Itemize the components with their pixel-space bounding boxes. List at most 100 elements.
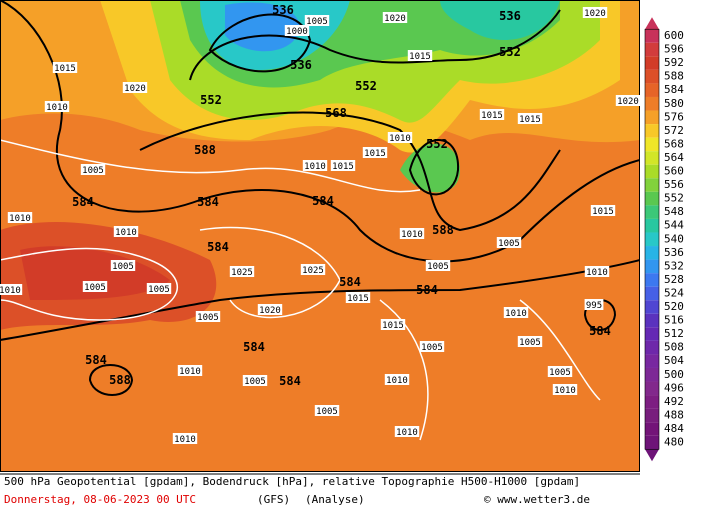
colorbar-swatch xyxy=(645,178,659,192)
geopotential-label: 584 xyxy=(207,240,229,254)
isobar-label-box xyxy=(382,12,408,23)
colorbar-label: 496 xyxy=(664,381,684,394)
map xyxy=(0,0,640,472)
isobar-label-box xyxy=(517,336,543,347)
colorbar-swatch xyxy=(645,124,659,138)
colorbar-swatch xyxy=(645,232,659,247)
colorbar-swatch xyxy=(645,205,659,219)
isobar-label-box xyxy=(113,226,139,237)
isobar-label: 1015 xyxy=(592,207,614,217)
isobar-label-box xyxy=(387,132,413,143)
isobar-label: 1010 xyxy=(179,367,201,377)
isobar-label-box xyxy=(80,164,106,175)
isobar-label: 1015 xyxy=(54,64,76,74)
colorbar-swatch xyxy=(645,435,659,450)
isobar-label: 1005 xyxy=(197,313,219,323)
colorbar-label: 488 xyxy=(664,408,684,421)
isobar-label: 1000 xyxy=(286,27,308,37)
isobar-label: 1010 xyxy=(389,134,411,144)
colorbar-swatch xyxy=(645,286,659,301)
geopotential-label: 584 xyxy=(243,340,265,354)
geopotential-label: 584 xyxy=(339,275,361,289)
geopotential-label: 584 xyxy=(416,283,438,297)
geopotential-label: 588 xyxy=(109,373,131,387)
isobar-label: 1010 xyxy=(586,268,608,278)
colorbar-swatch xyxy=(645,273,659,287)
colorbar-label: 516 xyxy=(664,314,684,327)
isobar-label-box xyxy=(419,341,445,352)
isobar-label: 1015 xyxy=(382,321,404,331)
isobar-label: 1005 xyxy=(427,262,449,272)
geopotential-label: 552 xyxy=(499,45,521,59)
colorbar-label: 560 xyxy=(664,165,684,178)
isobar-label-box xyxy=(314,405,340,416)
isobar-label-box xyxy=(590,205,616,216)
isobar-label: 1010 xyxy=(304,162,326,172)
colorbar-label: 576 xyxy=(664,110,684,123)
isobar-label-box xyxy=(345,292,371,303)
geopotential-label: 584 xyxy=(589,324,611,338)
colorbar-swatch xyxy=(645,218,659,233)
isobar-label: 1010 xyxy=(46,103,68,113)
colorbar-swatch xyxy=(645,381,659,396)
isobar-label-box xyxy=(82,281,108,292)
isobar-label: 1005 xyxy=(112,262,134,272)
colorbar-label: 540 xyxy=(664,232,684,245)
colorbar-swatch xyxy=(645,191,659,206)
isobar-label-box xyxy=(330,160,356,171)
isobar-label: 1015 xyxy=(364,149,386,159)
colorbar-label: 600 xyxy=(664,29,684,42)
isobar-label: 1005 xyxy=(519,338,541,348)
isobar-label-box xyxy=(7,212,33,223)
isobar-label-box xyxy=(407,50,433,61)
isobar-label: 1005 xyxy=(498,239,520,249)
isobar-label: 1005 xyxy=(306,17,328,27)
map-labels: 1015 1020 1010 1005 1010 1010 1005 1005 1005 1005… xyxy=(0,3,640,445)
isobar-label-box xyxy=(584,266,610,277)
isobar-label-box xyxy=(302,160,328,171)
isobar-label: 1005 xyxy=(148,285,170,295)
isobar-label-box xyxy=(122,82,148,93)
isobar-label: 995 xyxy=(586,301,602,311)
isobar-label-box xyxy=(110,260,136,271)
colorbar-label: 548 xyxy=(664,205,684,218)
isobar-label: 1010 xyxy=(505,309,527,319)
geopotential-label: 536 xyxy=(499,9,521,23)
colorbar-arrow-top xyxy=(645,17,659,30)
colorbar-swatch xyxy=(645,340,659,355)
isobar-label-box xyxy=(44,101,70,112)
isobar-label-box xyxy=(503,307,529,318)
colorbar-label: 544 xyxy=(664,219,684,232)
colorbar-swatch xyxy=(645,246,659,260)
isobar-label: 1010 xyxy=(0,286,21,296)
isobar-label-box xyxy=(496,237,522,248)
footer-description: 500 hPa Geopotential [gpdam], Bodendruck… xyxy=(4,475,580,488)
isobar-label-box xyxy=(52,62,78,73)
colorbar-swatch xyxy=(645,83,659,97)
colorbar-label: 588 xyxy=(664,70,684,83)
colorbar-label: 528 xyxy=(664,273,684,286)
isobar-label-box xyxy=(229,266,255,277)
colorbar-label: 492 xyxy=(664,395,684,408)
colorbar-label: 524 xyxy=(664,286,684,299)
geopotential-label: 552 xyxy=(426,137,448,151)
isobar-label: 1015 xyxy=(347,294,369,304)
colorbar-label: 504 xyxy=(664,354,684,367)
colorbar-label: 580 xyxy=(664,97,684,110)
colorbar-label: 512 xyxy=(664,327,684,340)
geopotential-label: 588 xyxy=(194,143,216,157)
geopotential-label: 536 xyxy=(290,58,312,72)
footer-credit: © www.wetter3.de xyxy=(484,493,590,506)
isobar-label: 1020 xyxy=(617,97,639,107)
isobar-label: 1025 xyxy=(302,266,324,276)
isobar-label: 1015 xyxy=(409,52,431,62)
isobar-label-box xyxy=(172,433,198,444)
colorbar-label: 568 xyxy=(664,137,684,150)
colorbar-swatch xyxy=(645,110,659,125)
geopotential-label: 588 xyxy=(432,223,454,237)
isobar-label: 1015 xyxy=(481,111,503,121)
geopotential-label: 584 xyxy=(72,195,94,209)
colorbar-label: 532 xyxy=(664,259,684,272)
geopotential-label: 584 xyxy=(85,353,107,367)
